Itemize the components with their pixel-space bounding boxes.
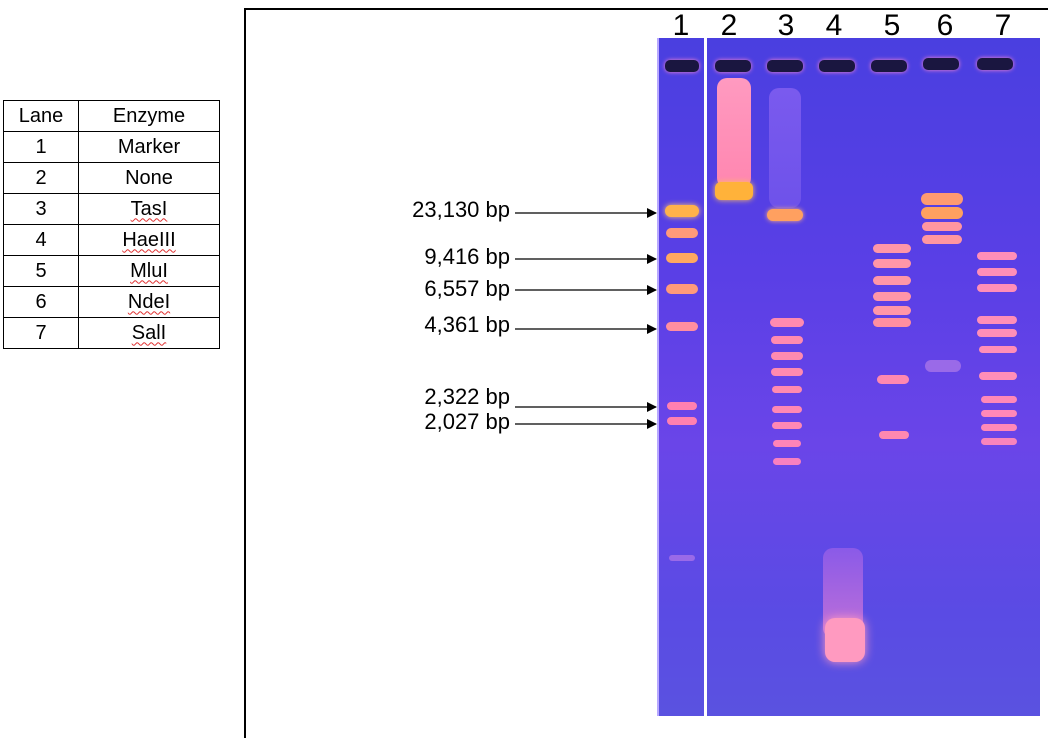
band-lane1-6557 (666, 284, 698, 294)
band-lane3 (772, 386, 802, 393)
size-label-9416: 9,416 bp (424, 244, 510, 269)
table-header-row: Lane Enzyme (3, 100, 220, 132)
enzyme-cell: NdeI (78, 286, 220, 318)
band-lane3 (772, 422, 802, 429)
lane-cell: 7 (3, 317, 79, 349)
size-label-4361: 4,361 bp (424, 312, 510, 337)
band-lane7 (979, 346, 1017, 353)
enzyme-name: MluI (130, 259, 168, 282)
well-lane-4 (819, 60, 855, 72)
enzyme-name: SalI (131, 321, 167, 344)
band-lane1-2322 (667, 402, 697, 410)
figure-frame (244, 8, 1048, 738)
lane-cell: 2 (3, 162, 79, 194)
smear-lane-3 (769, 88, 801, 208)
band-lane1 (666, 228, 698, 238)
table-row: 2 None (3, 162, 220, 194)
lane-separator (704, 38, 707, 716)
lane-number-4: 4 (825, 9, 843, 42)
gel-image (657, 38, 1040, 716)
enzyme-name: TasI (130, 197, 168, 220)
enzyme-name: NdeI (127, 290, 171, 313)
band-lane5 (879, 431, 909, 439)
lane-number-2: 2 (720, 9, 738, 42)
band-lane5 (877, 375, 909, 384)
lane-number-5: 5 (883, 9, 901, 42)
band-lane7 (981, 438, 1017, 445)
enzyme-cell: SalI (78, 317, 220, 349)
size-label-6557: 6,557 bp (424, 276, 510, 301)
band-lane2-uncut (715, 182, 753, 200)
band-lane7 (979, 372, 1017, 380)
band-lane7 (981, 410, 1017, 417)
band-lane7 (981, 424, 1017, 431)
lane-number-7: 7 (994, 9, 1012, 42)
well-lane-3 (767, 60, 803, 72)
lane-number-3: 3 (777, 9, 795, 42)
table-row: 7 SalI (3, 317, 220, 349)
band-lane3 (773, 440, 801, 447)
band-lane7 (977, 316, 1017, 324)
header-lane: Lane (3, 100, 79, 132)
band-lane6 (922, 222, 962, 231)
lane-number-6: 6 (936, 9, 954, 42)
enzyme-table: Lane Enzyme 1 Marker 2 None 3 TasI 4 Hae… (3, 100, 220, 349)
well-lane-1 (665, 60, 699, 72)
band-lane3 (770, 318, 804, 327)
band-lane7 (977, 252, 1017, 260)
gel-edge-strip (657, 38, 659, 716)
band-lane5 (873, 306, 911, 315)
band-lane6-faint (925, 360, 961, 372)
lane-cell: 5 (3, 255, 79, 287)
band-lane7 (981, 396, 1017, 403)
size-label-2027: 2,027 bp (424, 409, 510, 434)
header-enzyme: Enzyme (78, 100, 220, 132)
smear-lane-4-bottom (825, 618, 865, 662)
band-lane7 (977, 329, 1017, 337)
band-lane1-2027 (667, 417, 697, 425)
enzyme-name: HaeIII (122, 228, 176, 251)
band-lane5 (873, 276, 911, 285)
well-lane-7 (977, 58, 1013, 70)
band-lane3 (772, 406, 802, 413)
band-lane5 (873, 292, 911, 301)
band-lane3 (771, 368, 803, 376)
smear-lane-2 (717, 78, 751, 188)
well-lane-6 (923, 58, 959, 70)
band-lane1-9416 (666, 253, 698, 263)
size-label-2322: 2,322 bp (424, 384, 510, 409)
band-lane3 (773, 458, 801, 465)
band-lane1-23130 (665, 205, 699, 217)
band-lane1-4361 (666, 322, 698, 331)
band-lane5 (873, 318, 911, 327)
band-lane6 (921, 207, 963, 219)
size-label-23130: 23,130 bp (412, 197, 510, 222)
lane-number-1: 1 (672, 9, 690, 42)
well-lane-5 (871, 60, 907, 72)
enzyme-cell: None (78, 162, 220, 194)
band-lane7 (977, 268, 1017, 276)
well-lane-2 (715, 60, 751, 72)
band-lane5 (873, 244, 911, 253)
band-lane3 (771, 352, 803, 360)
band-lane6 (922, 235, 962, 244)
band-lane1-faint (669, 555, 695, 561)
band-lane5 (873, 259, 911, 268)
lane-cell: 3 (3, 193, 79, 225)
band-lane6 (921, 193, 963, 205)
band-lane7 (977, 284, 1017, 292)
band-lane3 (771, 336, 803, 344)
table-row: 6 NdeI (3, 286, 220, 318)
band-lane3 (767, 209, 803, 221)
